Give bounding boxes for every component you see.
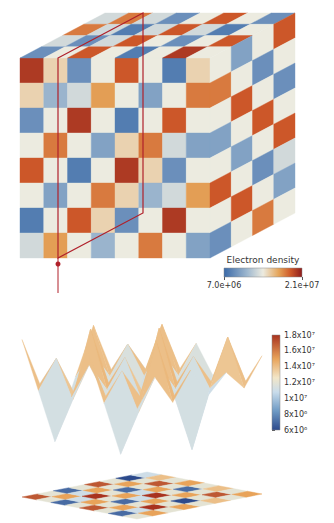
svg-text:2.1e+07: 2.1e+07 bbox=[285, 281, 320, 290]
svg-text:1.2x10⁷: 1.2x10⁷ bbox=[284, 378, 315, 387]
svg-text:6x10⁶: 6x10⁶ bbox=[284, 426, 307, 435]
svg-text:1.8x10⁷: 1.8x10⁷ bbox=[284, 331, 315, 340]
svg-text:1.6x10⁷: 1.6x10⁷ bbox=[284, 346, 315, 355]
svg-text:7.0e+06: 7.0e+06 bbox=[207, 281, 242, 290]
svg-text:Electron density: Electron density bbox=[227, 255, 300, 265]
svg-text:8x10⁶: 8x10⁶ bbox=[284, 410, 307, 419]
svg-text:1x10⁷: 1x10⁷ bbox=[284, 394, 307, 403]
svg-text:1.4x10⁷: 1.4x10⁷ bbox=[284, 362, 315, 371]
